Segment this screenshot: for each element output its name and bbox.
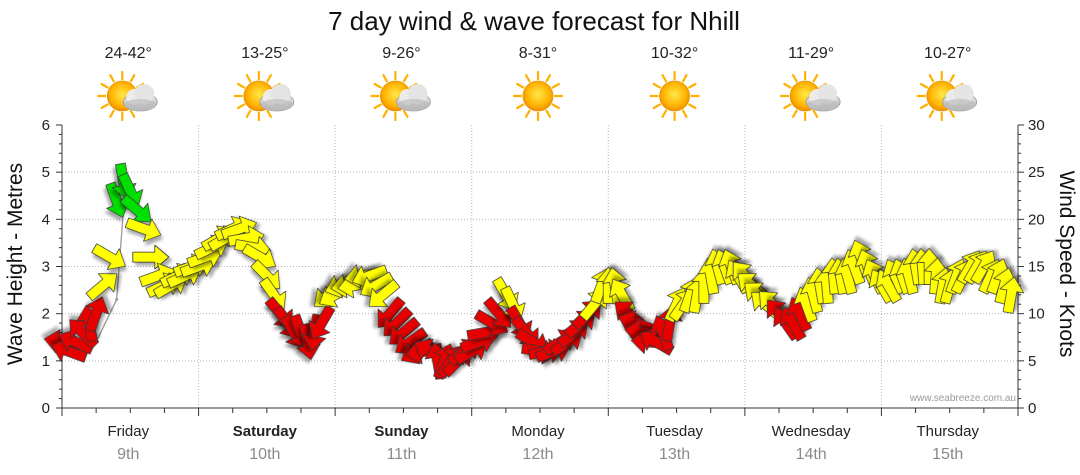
credit-text: www.seabreeze.com.au — [909, 393, 1016, 404]
wind-arrow — [132, 244, 170, 270]
y-tick-label-right: 5 — [1028, 353, 1036, 370]
day-temperature: 11-29° — [788, 45, 834, 62]
day-temperature: 8-31° — [519, 45, 557, 62]
wind-arrow — [91, 243, 126, 270]
y-axis-label-left: Wave Height - Metres — [4, 163, 27, 365]
y-tick-label-right: 15 — [1028, 259, 1045, 276]
partly-cloudy-icon — [233, 70, 295, 122]
chart-axes: 0 1 2 3 4 5 6 0 5 10 15 20 25 30 Friday 9th Saturday 10th… — [42, 117, 1045, 463]
x-tick-label-day: Tuesday — [646, 423, 703, 440]
x-tick-label-date: 9th — [117, 446, 139, 463]
x-tick-label-date: 13th — [659, 446, 690, 463]
x-tick-label-day: Monday — [511, 423, 565, 440]
day-temperature: 9-26° — [382, 45, 420, 62]
y-tick-label-left: 2 — [42, 306, 50, 323]
x-tick-label-date: 11th — [386, 446, 416, 463]
x-tick-label-date: 10th — [249, 446, 280, 463]
y-tick-label-right: 30 — [1028, 117, 1045, 134]
wind-arrow — [368, 278, 401, 307]
x-tick-label-day: Wednesday — [772, 423, 851, 440]
wind-arrow — [999, 276, 1025, 314]
partly-cloudy-icon — [780, 70, 841, 122]
partly-cloudy-icon — [916, 70, 978, 122]
x-tick-label-date: 15th — [932, 446, 963, 463]
day-temperature: 13-25° — [241, 45, 288, 62]
y-tick-label-left: 1 — [42, 353, 50, 370]
partly-cloudy-icon — [97, 70, 158, 122]
wind-arrow — [84, 296, 110, 333]
day-temperature: 24-42° — [105, 45, 152, 62]
sun-icon — [512, 70, 564, 122]
wave-height-point — [115, 298, 119, 302]
wind-arrow — [85, 273, 118, 302]
y-tick-label-right: 0 — [1028, 400, 1036, 417]
wind-arrow — [308, 304, 336, 340]
x-tick-label-day: Sunday — [374, 423, 429, 440]
y-tick-label-left: 3 — [42, 259, 50, 276]
chart-title: 7 day wind & wave forecast for Nhill — [328, 6, 740, 36]
x-tick-label-date: 14th — [796, 446, 827, 463]
y-axis-label-right: Wind Speed - Knots — [1055, 171, 1078, 358]
sun-icon — [649, 70, 700, 122]
day-temperature: 10-32° — [651, 45, 698, 62]
day-temperature: 10-27° — [924, 45, 971, 62]
x-tick-label-day: Friday — [107, 423, 149, 440]
x-tick-label-day: Thursday — [916, 423, 979, 440]
y-tick-label-right: 10 — [1028, 306, 1045, 323]
partly-cloudy-icon — [370, 70, 431, 122]
wind-arrow — [124, 217, 162, 242]
y-tick-label-left: 4 — [42, 211, 50, 228]
y-tick-label-left: 5 — [42, 164, 50, 181]
y-tick-label-left: 6 — [42, 117, 50, 134]
wind-arrow — [119, 194, 152, 223]
y-tick-label-right: 25 — [1028, 164, 1045, 181]
day-headers: 24-42° 13-25° 9-26° 8-31° 10-32° 11-29° 10-27° — [97, 45, 978, 122]
x-tick-label-date: 12th — [522, 446, 553, 463]
y-tick-label-right: 20 — [1028, 211, 1045, 228]
y-tick-label-left: 0 — [42, 400, 50, 417]
wind-arrow-series — [43, 162, 1025, 380]
wind-arrow — [241, 243, 276, 270]
x-tick-label-day: Saturday — [233, 423, 298, 440]
